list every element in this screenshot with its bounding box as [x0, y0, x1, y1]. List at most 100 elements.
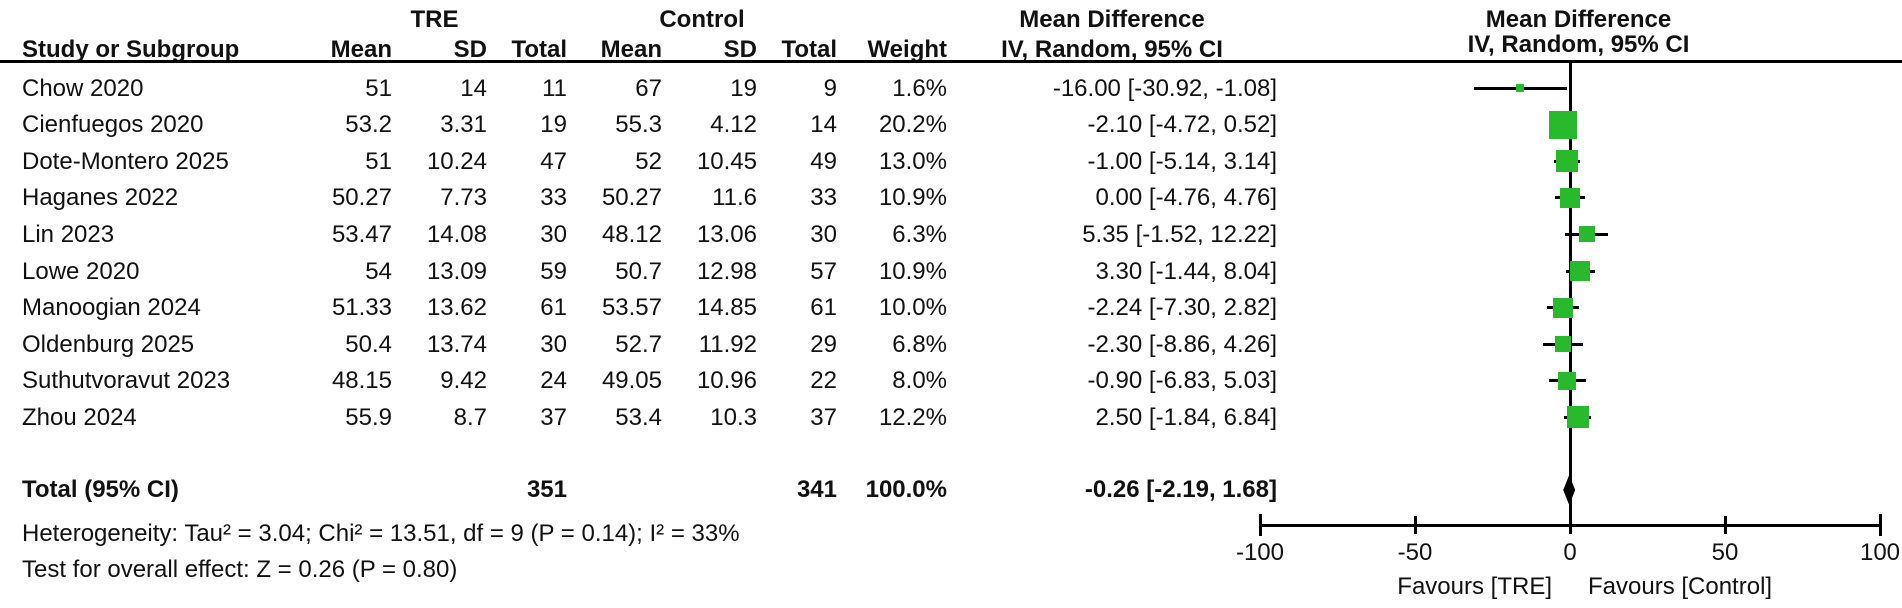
control-total: 37: [810, 403, 837, 431]
tre-total: 24: [540, 366, 567, 394]
weight: 10.9%: [878, 183, 947, 211]
axis-tick-label: 0: [1563, 539, 1577, 566]
effect-square: [1560, 187, 1580, 208]
overall-effect-note: Test for overall effect: Z = 0.26 (P = 0…: [22, 556, 458, 583]
weight: 6.8%: [892, 330, 947, 358]
tre-total: 47: [540, 147, 567, 175]
effect-square: [1553, 297, 1574, 318]
table-row: Zhou 2024 55.9 8.7 37 53.4 10.3 37 12.2% 2.50 [-…: [22, 399, 1277, 436]
effect-square: [1555, 150, 1578, 173]
control-mean: 55.3: [615, 110, 662, 138]
control-total: 57: [810, 257, 837, 285]
col-header-study: Study or Subgroup: [22, 35, 240, 63]
tre-sd: 13.09: [426, 257, 487, 285]
table-row: Haganes 2022 50.27 7.73 33 50.27 11.6 33 10.9% 0…: [22, 179, 1277, 216]
plot-method-header: IV, Random, 95% CI: [1467, 31, 1690, 58]
table-row: Manoogian 2024 51.33 13.62 61 53.57 14.85 61 10…: [22, 289, 1277, 326]
study-name: Cienfuegos 2020: [22, 110, 204, 138]
table-row: Lowe 2020 54 13.09 59 50.7 12.98 57 10.9% 3.30 […: [22, 253, 1277, 290]
table-row: Lin 2023 53.47 14.08 30 48.12 13.06 30 6.3% 5.35…: [22, 216, 1277, 253]
ci-text: 2.50 [-1.84, 6.84]: [1095, 403, 1277, 431]
tre-total: 19: [540, 110, 567, 138]
control-mean: 50.27: [601, 183, 662, 211]
study-name: Manoogian 2024: [22, 293, 201, 321]
tre-sd: 14: [460, 74, 487, 102]
heterogeneity-note: Heterogeneity: Tau² = 3.04; Chi² = 13.51…: [22, 520, 740, 547]
control-total: 33: [810, 183, 837, 211]
tre-mean: 51: [365, 74, 392, 102]
tre-sd: 13.74: [426, 330, 487, 358]
weight: 10.0%: [878, 293, 947, 321]
tre-total: 11: [542, 74, 567, 102]
control-sd: 14.85: [696, 293, 757, 321]
weight: 1.6%: [892, 74, 947, 102]
tre-mean: 53.2: [345, 110, 392, 138]
control-total: 29: [810, 330, 837, 358]
favours-right-label: Favours [Control]: [1588, 573, 1773, 600]
column-header-row: Study or Subgroup Mean SD Total Mean SD …: [22, 31, 1277, 68]
ci-text: -2.10 [-4.72, 0.52]: [1087, 110, 1277, 138]
weight: 12.2%: [878, 403, 947, 431]
control-sd: 19: [730, 74, 757, 102]
study-name: Lowe 2020: [22, 257, 140, 285]
col-header-control-mean: Mean: [600, 35, 662, 63]
control-mean: 52.7: [615, 330, 662, 358]
axis-tick: [1568, 516, 1572, 534]
tre-sd: 14.08: [426, 220, 487, 248]
ci-text: -0.90 [-6.83, 5.03]: [1087, 366, 1277, 394]
effect-square: [1558, 371, 1577, 390]
weight: 6.3%: [892, 220, 947, 248]
tre-sd: 9.42: [440, 366, 487, 394]
axis-tick: [1258, 514, 1262, 536]
study-name: Lin 2023: [22, 220, 115, 248]
study-name: Chow 2020: [22, 74, 144, 102]
ci-text: -16.00 [-30.92, -1.08]: [1052, 74, 1277, 102]
study-name: Oldenburg 2025: [22, 330, 195, 358]
col-header-tre-mean: Mean: [330, 35, 392, 63]
control-mean: 49.05: [601, 366, 662, 394]
tre-mean: 51.33: [331, 293, 392, 321]
weight: 20.2%: [878, 110, 947, 138]
tre-sd: 8.7: [453, 403, 487, 431]
control-total: 30: [810, 220, 837, 248]
col-header-weight: Weight: [867, 35, 947, 63]
effect-square: [1516, 84, 1525, 92]
total-diamond: [1563, 475, 1576, 505]
effect-square: [1566, 406, 1589, 429]
axis-tick-label: -100: [1235, 539, 1285, 566]
control-sd: 10.3: [710, 403, 757, 431]
tre-total: 30: [540, 220, 567, 248]
tre-total: 61: [540, 293, 567, 321]
axis-tick: [1723, 516, 1727, 534]
study-name: Haganes 2022: [22, 183, 179, 211]
tre-total: 37: [540, 403, 567, 431]
table-row: Chow 2020 51 14 11 67 19 9 1.6% -16.00 [-30.92, …: [22, 70, 1277, 107]
ci-text: -1.00 [-5.14, 3.14]: [1087, 147, 1277, 175]
effect-header-plot-column: Mean Difference: [1485, 6, 1672, 33]
control-sd: 11.6: [712, 183, 757, 211]
weight: 8.0%: [892, 366, 947, 394]
col-header-tre-total: Total: [511, 35, 567, 63]
tre-total: 30: [540, 330, 567, 358]
tre-mean: 55.9: [345, 403, 392, 431]
col-header-ci: IV, Random, 95% CI: [1001, 35, 1223, 63]
axis-tick: [1878, 514, 1882, 536]
control-mean: 48.12: [601, 220, 662, 248]
tre-mean: 54: [365, 257, 392, 285]
effect-square: [1554, 336, 1571, 353]
control-mean: 67: [635, 74, 662, 102]
control-mean: 53.57: [601, 293, 662, 321]
total-ci-text: -0.26 [-2.19, 1.68]: [1084, 475, 1277, 503]
control-mean: 52: [635, 147, 662, 175]
tre-mean: 53.47: [331, 220, 392, 248]
tre-mean: 48.15: [331, 366, 392, 394]
favours-left-label: Favours [TRE]: [1397, 573, 1552, 600]
control-total: 22: [810, 366, 837, 394]
effect-square: [1549, 110, 1578, 139]
total-control-total: 341: [796, 475, 837, 503]
ci-text: -2.24 [-7.30, 2.82]: [1087, 293, 1277, 321]
control-sd: 10.96: [696, 366, 757, 394]
control-total: 49: [810, 147, 837, 175]
control-sd: 13.06: [696, 220, 757, 248]
control-sd: 10.45: [696, 147, 757, 175]
